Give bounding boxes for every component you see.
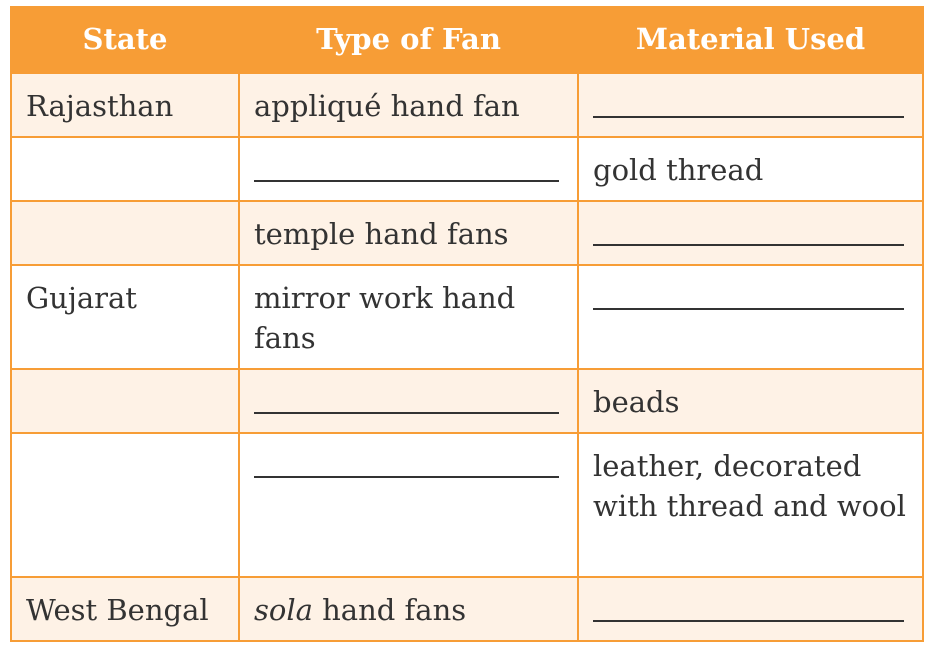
table-row: West Bengal sola hand fans [10,576,924,642]
cell-state [10,136,240,202]
blank-line [254,446,559,478]
blank-line [593,590,904,622]
fan-rest: hand fans [312,593,467,627]
cell-material [577,264,924,370]
header-row: State Type of Fan Material Used [10,6,924,73]
table-row: Rajasthan appliqué hand fan [10,72,924,138]
cell-fan: temple hand fans [238,200,579,266]
table-row: leather, decorated with thread and wool [10,432,924,578]
table-row: beads [10,368,924,434]
fan-italic: sola [254,593,313,627]
blank-line [254,382,559,414]
cell-material [577,576,924,642]
table-row: Gujarat mirror work hand fans [10,264,924,370]
cell-material: gold thread [577,136,924,202]
cell-state [10,200,240,266]
cell-material: leather, decorated with thread and wool [577,432,924,578]
cell-state: Gujarat [10,264,240,370]
cell-state [10,368,240,434]
cell-state: Rajasthan [10,72,240,138]
cell-material: beads [577,368,924,434]
blank-line [254,150,559,182]
table-row: gold thread [10,136,924,202]
table-row: temple hand fans [10,200,924,266]
blank-line [593,86,904,118]
cell-state: West Bengal [10,576,240,642]
header-type: Type of Fan [238,6,579,73]
cell-fan [238,136,579,202]
cell-fan: mirror work hand fans [238,264,579,370]
cell-fan: appliqué hand fan [238,72,579,138]
blank-line [593,278,904,310]
cell-fan: sola hand fans [238,576,579,642]
header-material: Material Used [577,6,924,73]
cell-material [577,200,924,266]
cell-state [10,432,240,578]
cell-fan [238,368,579,434]
blank-line [593,214,904,246]
cell-material [577,72,924,138]
cell-fan [238,432,579,578]
fan-table: State Type of Fan Material Used Rajastha… [10,6,924,642]
header-state: State [10,6,240,73]
